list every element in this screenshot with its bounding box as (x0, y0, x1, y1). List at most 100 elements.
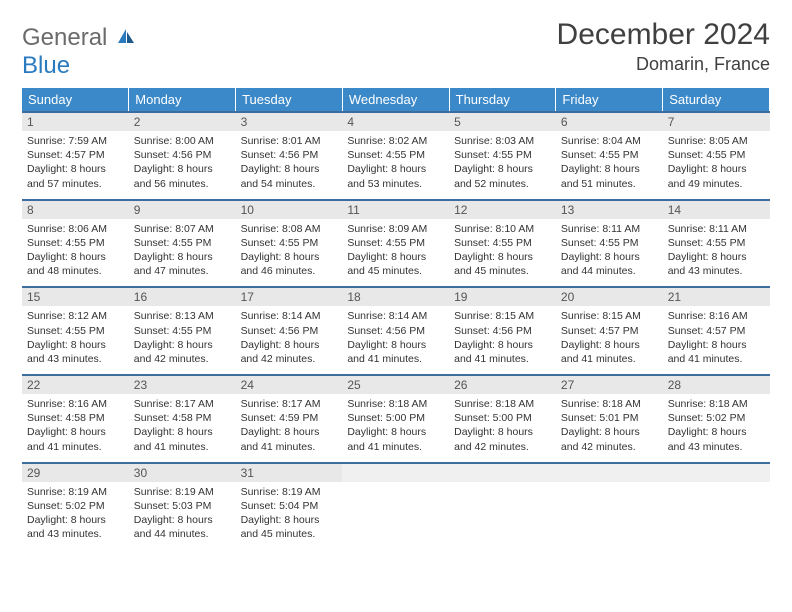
sunset: Sunset: 5:00 PM (347, 411, 444, 425)
daylight: Daylight: 8 hours and 41 minutes. (561, 338, 658, 366)
day-number-empty (342, 464, 449, 482)
daylight: Daylight: 8 hours and 42 minutes. (241, 338, 338, 366)
daylight: Daylight: 8 hours and 45 minutes. (241, 513, 338, 541)
daylight: Daylight: 8 hours and 43 minutes. (668, 250, 765, 278)
sunrise: Sunrise: 8:09 AM (347, 222, 444, 236)
daylight: Daylight: 8 hours and 44 minutes. (561, 250, 658, 278)
day-header: Thursday (449, 88, 556, 112)
sunrise: Sunrise: 8:16 AM (27, 397, 124, 411)
sunset: Sunset: 4:55 PM (668, 148, 765, 162)
week-row: 1Sunrise: 7:59 AMSunset: 4:57 PMDaylight… (22, 112, 770, 200)
day-cell: 8Sunrise: 8:06 AMSunset: 4:55 PMDaylight… (22, 200, 129, 288)
day-number: 30 (129, 464, 236, 482)
day-number: 6 (556, 113, 663, 131)
day-cell: 16Sunrise: 8:13 AMSunset: 4:55 PMDayligh… (129, 287, 236, 375)
week-row: 15Sunrise: 8:12 AMSunset: 4:55 PMDayligh… (22, 287, 770, 375)
day-body: Sunrise: 7:59 AMSunset: 4:57 PMDaylight:… (22, 131, 129, 199)
day-number: 19 (449, 288, 556, 306)
sunrise: Sunrise: 7:59 AM (27, 134, 124, 148)
day-cell: 18Sunrise: 8:14 AMSunset: 4:56 PMDayligh… (342, 287, 449, 375)
daylight: Daylight: 8 hours and 44 minutes. (134, 513, 231, 541)
sunrise: Sunrise: 8:00 AM (134, 134, 231, 148)
daylight: Daylight: 8 hours and 51 minutes. (561, 162, 658, 190)
day-body-empty (663, 482, 770, 542)
day-number: 15 (22, 288, 129, 306)
day-body: Sunrise: 8:16 AMSunset: 4:57 PMDaylight:… (663, 306, 770, 374)
sunrise: Sunrise: 8:14 AM (347, 309, 444, 323)
sunrise: Sunrise: 8:10 AM (454, 222, 551, 236)
daylight: Daylight: 8 hours and 41 minutes. (454, 338, 551, 366)
daylight: Daylight: 8 hours and 46 minutes. (241, 250, 338, 278)
day-body: Sunrise: 8:00 AMSunset: 4:56 PMDaylight:… (129, 131, 236, 199)
day-body-empty (342, 482, 449, 542)
day-number: 14 (663, 201, 770, 219)
day-number: 2 (129, 113, 236, 131)
day-body: Sunrise: 8:18 AMSunset: 5:00 PMDaylight:… (342, 394, 449, 462)
day-number-empty (449, 464, 556, 482)
sunset: Sunset: 4:55 PM (241, 236, 338, 250)
day-cell: 6Sunrise: 8:04 AMSunset: 4:55 PMDaylight… (556, 112, 663, 200)
sunrise: Sunrise: 8:04 AM (561, 134, 658, 148)
sunrise: Sunrise: 8:19 AM (241, 485, 338, 499)
day-body: Sunrise: 8:15 AMSunset: 4:56 PMDaylight:… (449, 306, 556, 374)
day-cell (663, 463, 770, 550)
sunrise: Sunrise: 8:03 AM (454, 134, 551, 148)
sunrise: Sunrise: 8:19 AM (27, 485, 124, 499)
daylight: Daylight: 8 hours and 48 minutes. (27, 250, 124, 278)
sunset: Sunset: 4:56 PM (241, 324, 338, 338)
day-body: Sunrise: 8:18 AMSunset: 5:00 PMDaylight:… (449, 394, 556, 462)
day-number: 3 (236, 113, 343, 131)
day-number-empty (663, 464, 770, 482)
daylight: Daylight: 8 hours and 53 minutes. (347, 162, 444, 190)
day-body: Sunrise: 8:07 AMSunset: 4:55 PMDaylight:… (129, 219, 236, 287)
day-number: 23 (129, 376, 236, 394)
daylight: Daylight: 8 hours and 41 minutes. (347, 338, 444, 366)
day-body: Sunrise: 8:19 AMSunset: 5:04 PMDaylight:… (236, 482, 343, 550)
sunset: Sunset: 4:55 PM (668, 236, 765, 250)
day-body: Sunrise: 8:12 AMSunset: 4:55 PMDaylight:… (22, 306, 129, 374)
day-body: Sunrise: 8:02 AMSunset: 4:55 PMDaylight:… (342, 131, 449, 199)
week-row: 8Sunrise: 8:06 AMSunset: 4:55 PMDaylight… (22, 200, 770, 288)
day-header-row: SundayMondayTuesdayWednesdayThursdayFrid… (22, 88, 770, 112)
day-body: Sunrise: 8:14 AMSunset: 4:56 PMDaylight:… (342, 306, 449, 374)
sunset: Sunset: 4:55 PM (454, 236, 551, 250)
day-number: 12 (449, 201, 556, 219)
day-cell: 13Sunrise: 8:11 AMSunset: 4:55 PMDayligh… (556, 200, 663, 288)
day-number: 27 (556, 376, 663, 394)
sunset: Sunset: 4:55 PM (27, 236, 124, 250)
sunrise: Sunrise: 8:17 AM (134, 397, 231, 411)
day-body: Sunrise: 8:18 AMSunset: 5:02 PMDaylight:… (663, 394, 770, 462)
day-body: Sunrise: 8:13 AMSunset: 4:55 PMDaylight:… (129, 306, 236, 374)
sunset: Sunset: 4:56 PM (241, 148, 338, 162)
day-number-empty (556, 464, 663, 482)
sunrise: Sunrise: 8:18 AM (454, 397, 551, 411)
day-body: Sunrise: 8:01 AMSunset: 4:56 PMDaylight:… (236, 131, 343, 199)
daylight: Daylight: 8 hours and 57 minutes. (27, 162, 124, 190)
header: General Blue December 2024 Domarin, Fran… (22, 18, 770, 80)
day-cell: 27Sunrise: 8:18 AMSunset: 5:01 PMDayligh… (556, 375, 663, 463)
day-cell: 31Sunrise: 8:19 AMSunset: 5:04 PMDayligh… (236, 463, 343, 550)
sunset: Sunset: 5:03 PM (134, 499, 231, 513)
day-body: Sunrise: 8:17 AMSunset: 4:58 PMDaylight:… (129, 394, 236, 462)
logo: General Blue (22, 24, 136, 80)
day-cell: 3Sunrise: 8:01 AMSunset: 4:56 PMDaylight… (236, 112, 343, 200)
sunrise: Sunrise: 8:15 AM (454, 309, 551, 323)
sunset: Sunset: 4:56 PM (347, 324, 444, 338)
day-number: 16 (129, 288, 236, 306)
day-cell: 10Sunrise: 8:08 AMSunset: 4:55 PMDayligh… (236, 200, 343, 288)
day-cell: 26Sunrise: 8:18 AMSunset: 5:00 PMDayligh… (449, 375, 556, 463)
logo-line1: General (22, 24, 107, 51)
daylight: Daylight: 8 hours and 45 minutes. (347, 250, 444, 278)
day-number: 1 (22, 113, 129, 131)
day-header: Tuesday (236, 88, 343, 112)
day-number: 21 (663, 288, 770, 306)
day-number: 26 (449, 376, 556, 394)
daylight: Daylight: 8 hours and 49 minutes. (668, 162, 765, 190)
sunset: Sunset: 4:55 PM (347, 148, 444, 162)
title-block: December 2024 Domarin, France (557, 18, 770, 75)
sunset: Sunset: 4:58 PM (134, 411, 231, 425)
day-header: Sunday (22, 88, 129, 112)
day-body: Sunrise: 8:08 AMSunset: 4:55 PMDaylight:… (236, 219, 343, 287)
day-number: 24 (236, 376, 343, 394)
daylight: Daylight: 8 hours and 42 minutes. (134, 338, 231, 366)
